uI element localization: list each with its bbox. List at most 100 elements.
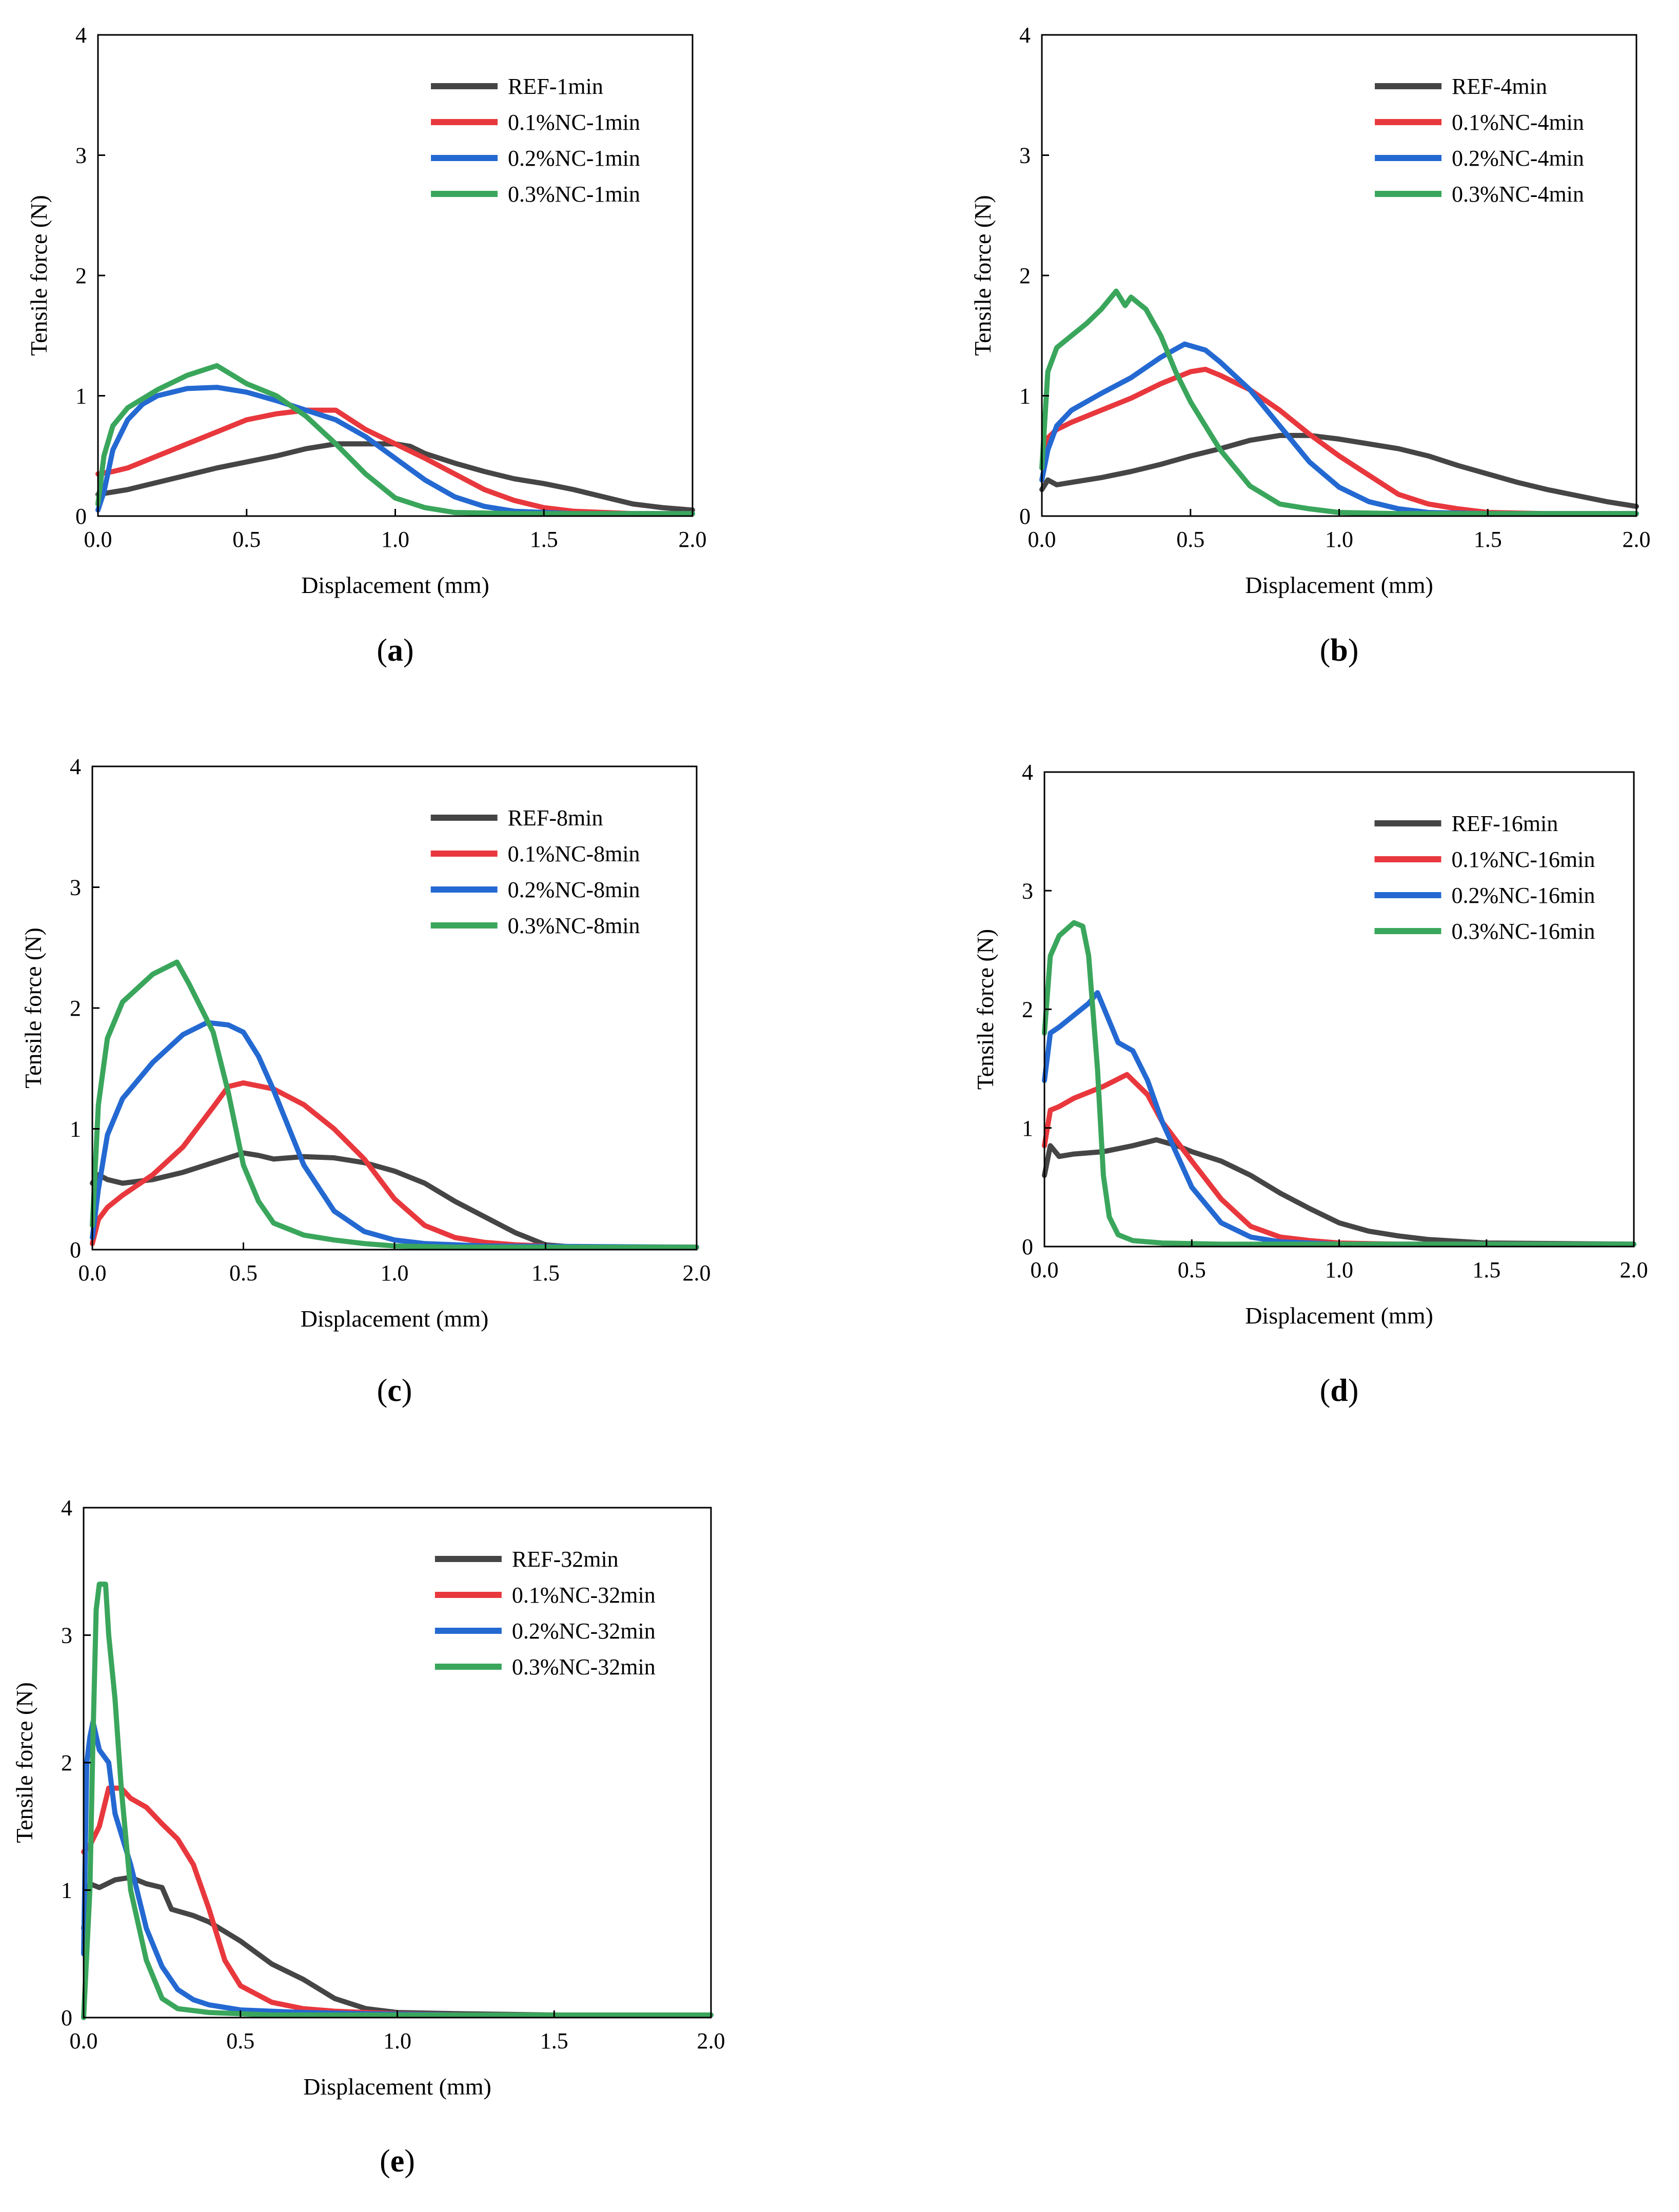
panel-caption-letter-d: d (1330, 1373, 1348, 1408)
x-tick-label-c-1: 0.5 (229, 1260, 258, 1286)
y-axis-label-d: Tensile force (N) (972, 929, 998, 1090)
x-tick-label-d-3: 1.5 (1472, 1257, 1500, 1282)
legend-label-e-2: 0.2%NC-32min (512, 1618, 656, 1644)
x-tick-label-c-4: 2.0 (683, 1260, 711, 1286)
legend-label-a-3: 0.3%NC-1min (508, 182, 640, 207)
legend-label-a-2: 0.2%NC-1min (508, 146, 640, 171)
panel-caption-close-a: ) (403, 633, 414, 668)
series-line-b-3 (1039, 288, 1639, 517)
chart-panel-d: 0.0 0.5 1.0 1.5 2.0 0 1 2 3 4 Displacement (mm) Ten… (972, 760, 1648, 1408)
legend-label-d-2: 0.2%NC-16min (1451, 883, 1595, 908)
x-tick-label-c-3: 1.5 (531, 1260, 560, 1286)
x-axis-label-a: Displacement (mm) (301, 572, 489, 598)
x-tick-label-d-4: 2.0 (1620, 1257, 1648, 1282)
x-tick-label-e-1: 0.5 (226, 2028, 254, 2053)
x-tick-label-e-2: 1.0 (383, 2028, 411, 2053)
x-tick-label-b-4: 2.0 (1623, 527, 1651, 552)
legend-label-e-3: 0.3%NC-32min (512, 1654, 656, 1680)
y-tick-label-a-2: 2 (75, 263, 87, 288)
y-axis-label-e: Tensile force (N) (11, 1682, 37, 1843)
x-tick-label-a-3: 1.5 (530, 527, 558, 552)
y-tick-label-a-4: 4 (75, 23, 87, 48)
y-tick-label-b-2: 2 (1019, 263, 1031, 288)
y-tick-label-a-1: 1 (75, 384, 87, 409)
y-tick-label-c-3: 3 (70, 875, 81, 900)
panel-caption-d: (d) (1320, 1373, 1359, 1408)
y-tick-label-c-1: 1 (70, 1117, 81, 1142)
y-tick-label-e-0: 0 (61, 2005, 72, 2030)
y-tick-label-c-4: 4 (70, 754, 81, 779)
y-tick-label-c-2: 2 (70, 996, 81, 1021)
series-line-a-3 (95, 363, 695, 517)
y-tick-label-e-4: 4 (61, 1495, 72, 1520)
y-tick-label-b-1: 1 (1019, 384, 1031, 409)
y-tick-label-a-0: 0 (75, 504, 87, 529)
panel-caption-open-c: ( (377, 1373, 388, 1408)
panel-caption-c: (c) (377, 1373, 412, 1408)
y-tick-label-d-1: 1 (1022, 1116, 1033, 1141)
legend-label-d-1: 0.1%NC-16min (1451, 847, 1595, 872)
panel-caption-letter-e: e (390, 2144, 405, 2179)
x-tick-label-a-1: 0.5 (232, 527, 261, 552)
legend-label-c-0: REF-8min (508, 805, 603, 831)
x-tick-label-b-1: 0.5 (1176, 527, 1204, 552)
x-tick-label-e-0: 0.0 (70, 2028, 98, 2053)
x-axis-label-b: Displacement (mm) (1245, 572, 1433, 598)
x-tick-label-a-4: 2.0 (679, 527, 707, 552)
panel-caption-b: (b) (1320, 633, 1359, 668)
x-tick-label-d-0: 0.0 (1031, 1257, 1059, 1282)
panel-caption-letter-c: c (387, 1373, 402, 1408)
legend-label-e-1: 0.1%NC-32min (512, 1583, 656, 1608)
y-tick-label-b-4: 4 (1019, 23, 1031, 48)
series-line-c-3 (90, 959, 699, 1250)
panel-caption-close-b: ) (1348, 633, 1359, 668)
series-line-c-1 (90, 1080, 699, 1250)
legend-label-b-1: 0.1%NC-4min (1452, 110, 1584, 135)
x-tick-label-e-3: 1.5 (540, 2028, 568, 2053)
y-tick-label-e-2: 2 (61, 1750, 72, 1775)
panel-caption-open-a: ( (377, 633, 387, 668)
y-tick-label-b-3: 3 (1019, 143, 1031, 168)
legend-label-b-2: 0.2%NC-4min (1452, 146, 1584, 171)
legend-label-a-1: 0.1%NC-1min (508, 110, 640, 135)
series-line-b-2 (1039, 341, 1639, 517)
y-axis-label-a: Tensile force (N) (26, 195, 52, 356)
y-axis-label-c: Tensile force (N) (20, 927, 46, 1089)
x-tick-label-b-3: 1.5 (1474, 527, 1502, 552)
legend-label-c-3: 0.3%NC-8min (508, 913, 640, 938)
series-line-d-2 (1042, 990, 1636, 1247)
x-tick-label-a-2: 1.0 (381, 527, 409, 552)
panel-caption-letter-a: a (387, 633, 403, 668)
panel-caption-a: (a) (377, 633, 413, 668)
series-line-c-2 (90, 1020, 699, 1250)
x-tick-label-a-0: 0.0 (84, 527, 112, 552)
legend-label-d-3: 0.3%NC-16min (1451, 919, 1595, 944)
y-tick-label-d-3: 3 (1022, 878, 1033, 903)
y-tick-label-e-1: 1 (61, 1878, 72, 1903)
x-tick-label-c-2: 1.0 (381, 1260, 409, 1286)
panel-caption-letter-b: b (1330, 633, 1348, 668)
legend-label-e-0: REF-32min (512, 1547, 619, 1572)
legend-label-b-3: 0.3%NC-4min (1452, 182, 1584, 207)
x-axis-label-e: Displacement (mm) (303, 2073, 491, 2100)
x-tick-label-b-0: 0.0 (1028, 527, 1056, 552)
series-line-e-3 (81, 1582, 714, 2020)
series-line-d-3 (1042, 920, 1636, 1247)
y-tick-label-c-0: 0 (70, 1237, 81, 1262)
panel-caption-open-b: ( (1320, 633, 1331, 668)
legend-label-d-0: REF-16min (1451, 811, 1558, 836)
legend-label-b-0: REF-4min (1452, 74, 1547, 99)
x-tick-label-e-4: 2.0 (697, 2028, 725, 2053)
panel-caption-close-c: ) (402, 1373, 412, 1408)
chart-panel-a: 0.0 0.5 1.0 1.5 2.0 0 1 2 3 4 Displacement (mm) Ten… (26, 23, 707, 668)
series-line-d-0 (1042, 1137, 1636, 1247)
panel-caption-open-d: ( (1320, 1373, 1331, 1408)
x-tick-label-b-2: 1.0 (1325, 527, 1353, 552)
chart-panel-c: 0.0 0.5 1.0 1.5 2.0 0 1 2 3 4 Displacement (mm) Ten… (20, 754, 711, 1408)
panel-caption-open-e: ( (380, 2144, 390, 2179)
x-tick-label-d-2: 1.0 (1325, 1257, 1353, 1282)
y-tick-label-e-3: 3 (61, 1623, 72, 1648)
legend-label-c-2: 0.2%NC-8min (508, 877, 640, 902)
chart-panel-e: 0.0 0.5 1.0 1.5 2.0 0 1 2 3 4 Displacement (mm) Ten… (11, 1495, 725, 2179)
